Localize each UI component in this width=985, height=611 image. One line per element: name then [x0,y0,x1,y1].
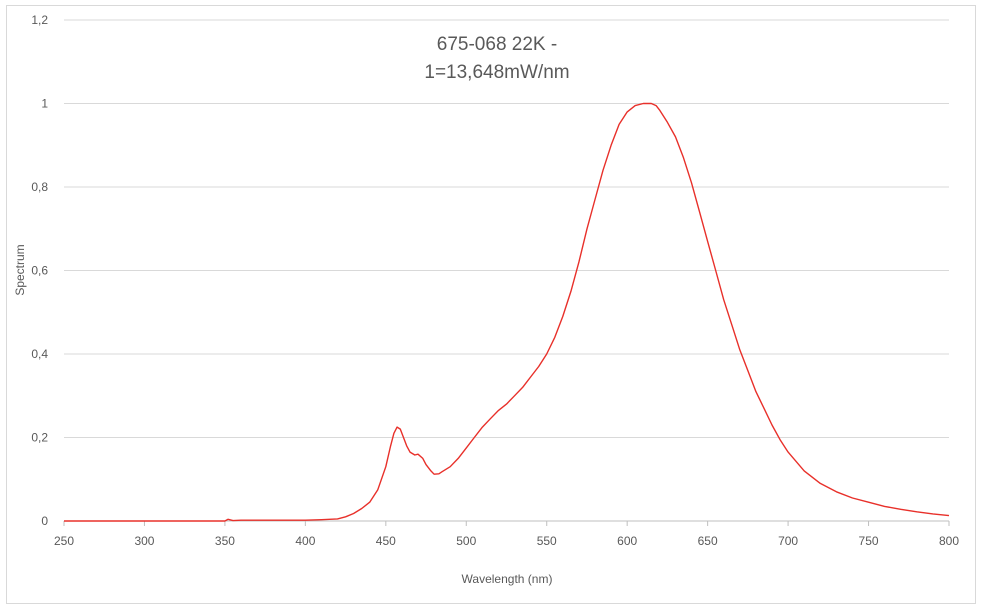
x-tick-label: 750 [859,534,879,548]
x-tick-label: 300 [134,534,154,548]
x-tick-labels: 250 300 350 400 450 500 550 600 650 700 750 800 [54,534,959,548]
x-tick-label: 600 [617,534,637,548]
x-tick-label: 650 [698,534,718,548]
chart-subtitle: 1=13,648mW/nm [424,62,569,83]
y-tick-label: 0,2 [31,431,48,445]
y-tick-label: 0,4 [31,347,48,361]
chart-title: 675-068 22K - [437,34,557,55]
x-tick-label: 350 [215,534,235,548]
spectrum-series-line [64,102,950,522]
y-tick-label: 0 [41,514,48,528]
y-axis-title: Spectrum [13,244,27,295]
series-layer [64,102,950,522]
y-tick-label: 1 [41,97,48,111]
x-tick-label: 700 [778,534,798,548]
x-tick-label: 550 [537,534,557,548]
x-tick-label: 500 [456,534,476,548]
x-tick-label: 250 [54,534,74,548]
chart-frame [6,5,976,604]
y-tick-label: 1,2 [31,13,48,27]
x-tick-label: 450 [376,534,396,548]
x-tick-label: 800 [939,534,959,548]
y-tick-label: 0,6 [31,264,48,278]
x-tick-label: 400 [295,534,315,548]
y-tick-label: 0,8 [31,180,48,194]
y-tick-labels: 0 0,2 0,4 0,6 0,8 1 1,2 [31,13,48,528]
x-axis-title: Wavelength (nm) [462,572,553,586]
grid-lines [63,19,950,526]
